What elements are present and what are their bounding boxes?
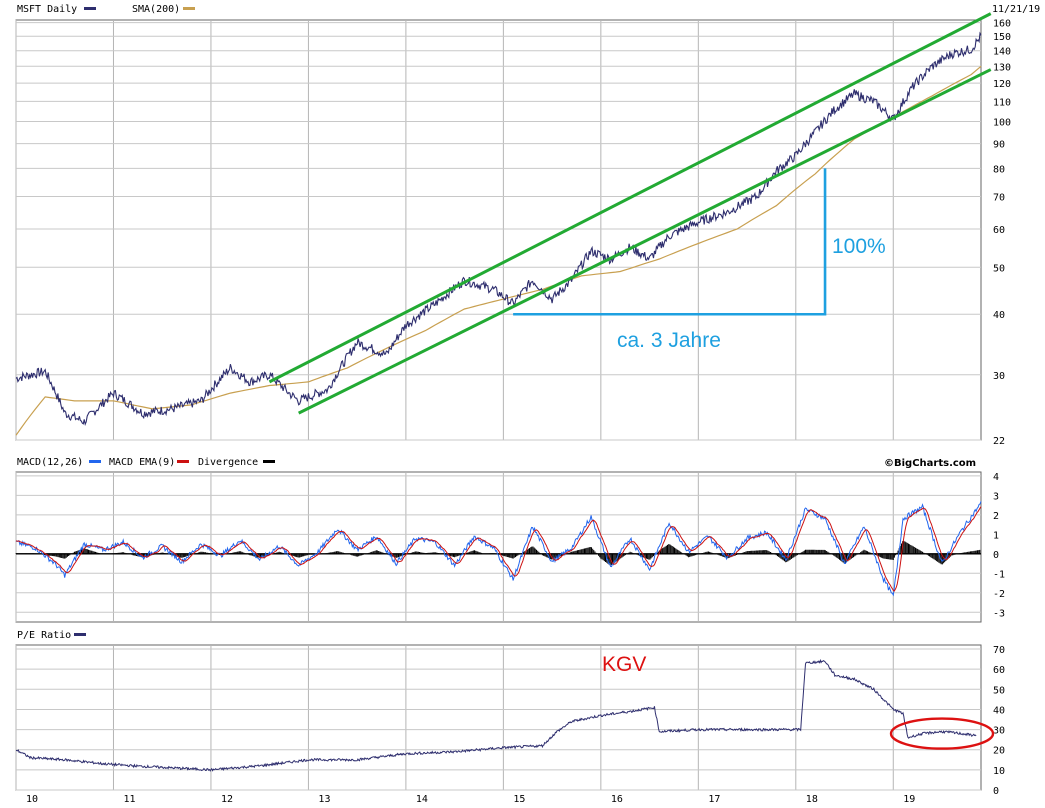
macd-series-label: MACD(12,26) [17,457,83,468]
price-y-tick-label: 80 [993,164,1005,175]
channel-lower-line [298,68,992,415]
price-y-tick-label: 150 [993,32,1011,43]
bigcharts-credit: ©BigCharts.com [884,458,976,469]
macd-y-tick-label: 4 [993,472,999,483]
sma-series-label: SMA(200) [132,4,180,15]
x-tick-label: 13 [318,794,330,805]
price-y-tick-label: 40 [993,310,1005,321]
x-tick-label: 11 [123,794,135,805]
divergence-legend-swatch [263,460,275,463]
macd-ema-line [15,506,982,592]
macd-y-tick-label: -1 [993,569,1005,580]
price-y-tick-label: 130 [993,62,1011,73]
x-tick-label: 15 [513,794,525,805]
x-tick-label: 18 [806,794,818,805]
msft-price-line [15,31,982,427]
price-y-tick-label: 30 [993,371,1005,382]
price-y-tick-label: 120 [993,79,1011,90]
macd-legend-swatch [89,460,101,463]
x-axis-ticks: 10 11 12 13 14 15 16 17 18 19 [26,794,915,805]
pe-y-tick-label: 10 [993,766,1005,777]
x-tick-label: 10 [26,794,38,805]
macd-y-tick-label: -2 [993,589,1005,600]
pe-y-tick-label: 40 [993,705,1005,716]
x-tick-label: 14 [416,794,428,805]
price-y-tick-label: 100 [993,117,1011,128]
divergence-label: Divergence [198,457,258,468]
price-y-tick-label: 22 [993,436,1005,447]
chart-date: 11/21/19 [992,4,1040,15]
kgv-annotation: KGV [602,653,646,676]
macd-y-tick-label: 3 [993,491,999,502]
pe-series-label: P/E Ratio [17,630,71,641]
macd-y-tick-label: 0 [993,550,999,561]
x-tick-label: 12 [221,794,233,805]
pe-y-tick-label: 30 [993,726,1005,737]
macd-y-tick-label: 2 [993,511,999,522]
price-y-tick-label: 110 [993,97,1011,108]
pe-header: P/E Ratio [17,630,86,641]
y-axis-ticks: 1601501401301201101009080706050403022432… [993,19,1011,797]
price-y-tick-label: 160 [993,19,1011,30]
sma-legend-swatch [183,7,195,10]
macd-y-tick-label: 1 [993,530,999,541]
annotation-layer [268,12,995,750]
price-y-tick-label: 50 [993,263,1005,274]
x-tick-label: 16 [611,794,623,805]
pe-y-tick-label: 20 [993,746,1005,757]
pe-y-tick-label: 50 [993,685,1005,696]
pe-legend-swatch [74,633,86,636]
macd-y-tick-label: -3 [993,608,1005,619]
macd-header: MACD(12,26) MACD EMA(9) Divergence ©BigC… [17,457,976,469]
channel-upper-line [268,12,992,384]
price-y-tick-label: 70 [993,193,1005,204]
pe-y-tick-label: 70 [993,645,1005,656]
price-y-tick-label: 60 [993,225,1005,236]
macd-panel-frame [15,471,982,623]
price-header: MSFT Daily SMA(200) 11/21/19 [17,4,1040,15]
price-series-label: MSFT Daily [17,4,77,15]
x-tick-label: 19 [903,794,915,805]
gridlines [15,20,981,791]
pe-y-tick-label: 60 [993,665,1005,676]
time-annotation: ca. 3 Jahre [617,329,721,352]
pe-highlight-ellipse [889,717,995,750]
pe-y-tick-label: 0 [993,786,999,797]
price-panel-frame [15,19,982,441]
macd-ema-label: MACD EMA(9) [109,457,175,468]
pe-ratio-line [15,658,977,772]
ema-legend-swatch [177,460,189,463]
percent-annotation: 100% [832,235,886,258]
price-legend-swatch [84,7,96,10]
pe-panel-frame [15,644,982,791]
x-tick-label: 17 [708,794,720,805]
price-y-tick-label: 140 [993,47,1011,58]
price-y-tick-label: 90 [993,140,1005,151]
series-layer [15,31,982,772]
growth-bracket [513,168,827,316]
